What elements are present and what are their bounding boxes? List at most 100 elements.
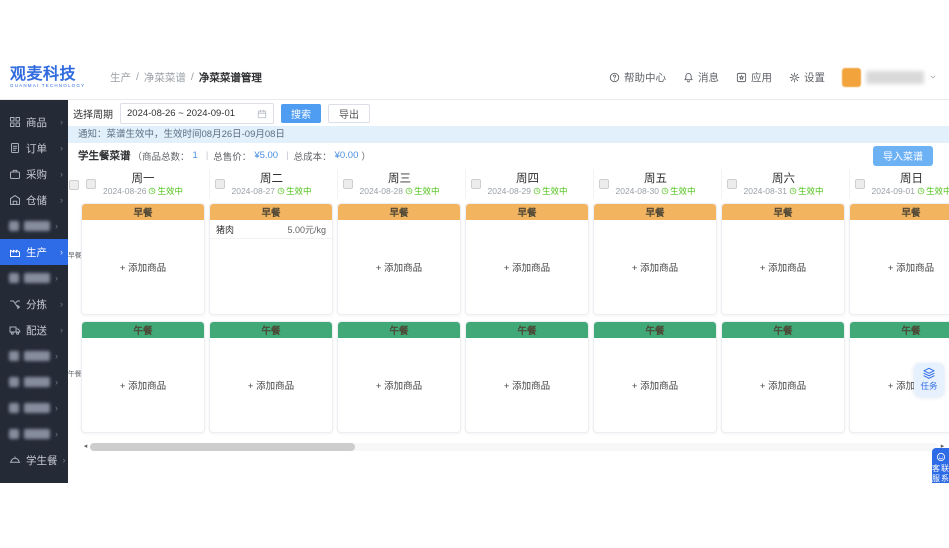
user-name-redacted xyxy=(866,70,924,84)
sidebar-item-redacted[interactable]: › xyxy=(0,265,68,291)
sidebar-item-redacted[interactable]: › xyxy=(0,369,68,395)
redacted-icon xyxy=(9,221,19,231)
add-product-button[interactable]: + 添加商品 xyxy=(631,381,679,392)
topbar-menu-item[interactable]: 消息 xyxy=(683,70,719,85)
redacted-icon xyxy=(9,429,19,439)
purchase-icon xyxy=(9,168,21,180)
sidebar-item-redacted[interactable]: › xyxy=(0,421,68,447)
menu-summary-row: 学生餐菜谱 （商品总数： 1 | 总售价： ¥5.00 | 总成本： ¥0.00） 导入菜谱 xyxy=(68,144,949,167)
topbar-menu-item[interactable]: 设置 xyxy=(789,70,825,85)
avatar[interactable] xyxy=(842,67,861,87)
sidebar-item-订单[interactable]: 订单 › xyxy=(0,135,68,161)
breadcrumb-item[interactable]: 生产 xyxy=(110,71,131,84)
day-checkbox[interactable] xyxy=(471,179,481,189)
breadcrumb-separator: / xyxy=(190,71,194,83)
filter-row: 选择周期 2024-08-26 ~ 2024-09-01 搜索 导出 xyxy=(68,100,949,126)
chevron-right-icon: › xyxy=(60,143,63,153)
scroll-track[interactable] xyxy=(90,443,938,451)
day-checkbox[interactable] xyxy=(343,179,353,189)
day-checkbox[interactable] xyxy=(215,179,225,189)
redacted-label xyxy=(24,377,50,387)
sidebar-item-redacted[interactable]: › xyxy=(0,343,68,369)
select-all-checkbox[interactable] xyxy=(69,180,79,190)
meal-card-header: 早餐 xyxy=(82,204,204,220)
chevron-right-icon: › xyxy=(55,221,58,231)
sidebar-item-label: 配送 xyxy=(26,324,47,337)
add-product-button[interactable]: + 添加商品 xyxy=(887,381,935,392)
logo-title: 观麦科技 xyxy=(10,66,77,83)
breadcrumb-current: 净菜菜谱管理 xyxy=(198,71,262,84)
meal-card: 午餐 + 添加商品 xyxy=(465,321,589,433)
contact-label: 联系客服 xyxy=(932,464,949,483)
import-menu-button[interactable]: 导入菜谱 xyxy=(873,145,933,166)
chevron-right-icon: › xyxy=(60,247,63,257)
add-product-button[interactable]: + 添加商品 xyxy=(375,381,423,392)
meal-band-早餐: 早餐 + 添加商品 早餐 猪肉 5.00元/kg 早餐 + 添加商品 早餐 + 添加商品 早餐 + … xyxy=(81,203,949,315)
add-product-button[interactable]: + 添加商品 xyxy=(759,263,807,274)
day-status: 生效中 xyxy=(661,186,696,196)
meal-card-header: 午餐 xyxy=(466,322,588,338)
user-menu[interactable] xyxy=(842,67,937,87)
sidebar-item-学生餐[interactable]: 学生餐 › xyxy=(0,447,68,473)
add-product-button[interactable]: + 添加商品 xyxy=(247,381,295,392)
sidebar-item-生产[interactable]: 生产 › xyxy=(0,239,68,265)
breadcrumb-item[interactable]: 净菜菜谱 xyxy=(143,71,186,84)
chevron-right-icon: › xyxy=(55,273,58,283)
topbar-right: 帮助中心 消息 应用 设置 xyxy=(609,67,949,87)
add-product-button[interactable]: + 添加商品 xyxy=(759,381,807,392)
horizontal-scrollbar: ◂ ▸ xyxy=(81,442,949,452)
add-product-button[interactable]: + 添加商品 xyxy=(503,381,551,392)
day-checkbox[interactable] xyxy=(855,179,865,189)
sidebar-item-采购[interactable]: 采购 › xyxy=(0,161,68,187)
day-status: 生效中 xyxy=(533,186,568,196)
redacted-label xyxy=(24,403,50,413)
day-checkbox[interactable] xyxy=(727,179,737,189)
scroll-left-arrow[interactable]: ◂ xyxy=(83,443,88,450)
sidebar-item-商品[interactable]: 商品 › xyxy=(0,109,68,135)
paren-close: ） xyxy=(361,151,371,163)
help-icon xyxy=(609,72,620,83)
add-product-button[interactable]: + 添加商品 xyxy=(375,263,423,274)
stat-value: 1 xyxy=(192,150,198,161)
meal-item-row[interactable]: 猪肉 5.00元/kg xyxy=(210,220,332,239)
date-range-input[interactable]: 2024-08-26 ~ 2024-09-01 xyxy=(120,103,274,124)
meal-card-header: 午餐 xyxy=(722,322,844,338)
meal-card-header: 早餐 xyxy=(594,204,716,220)
add-product-button[interactable]: + 添加商品 xyxy=(503,263,551,274)
task-float-button[interactable]: 任务 xyxy=(914,363,944,396)
meal-card: 午餐 + 添加商品 xyxy=(849,321,949,433)
day-title: 周三 xyxy=(388,172,411,185)
breadcrumb-separator: / xyxy=(136,71,139,83)
add-product-button[interactable]: + 添加商品 xyxy=(631,263,679,274)
topbar-menu-label: 帮助中心 xyxy=(624,71,666,84)
sidebar-item-分拣[interactable]: 分拣 › xyxy=(0,291,68,317)
day-checkbox[interactable] xyxy=(599,179,609,189)
stat-separator: | xyxy=(205,150,209,161)
contact-support-tab[interactable]: 联系客服 xyxy=(932,448,949,483)
day-checkbox[interactable] xyxy=(86,179,96,189)
meal-card-header: 午餐 xyxy=(82,322,204,338)
day-date: 2024-08-30 xyxy=(615,185,659,196)
add-product-button[interactable]: + 添加商品 xyxy=(887,263,935,274)
day-subtitle: 2024-09-01 生效中 xyxy=(872,186,949,196)
sidebar-item-仓储[interactable]: 仓储 › xyxy=(0,187,68,213)
sidebar-item-redacted[interactable]: › xyxy=(0,395,68,421)
scroll-right-arrow[interactable]: ▸ xyxy=(940,443,945,450)
search-button[interactable]: 搜索 xyxy=(281,104,321,123)
topbar-menu-item[interactable]: 应用 xyxy=(736,70,772,85)
meal-card: 早餐 + 添加商品 xyxy=(465,203,589,315)
topbar-menu-item[interactable]: 帮助中心 xyxy=(609,70,666,85)
redacted-icon xyxy=(9,273,19,283)
day-date: 2024-08-29 xyxy=(487,185,531,196)
scroll-thumb[interactable] xyxy=(90,443,355,451)
add-product-button[interactable]: + 添加商品 xyxy=(119,381,167,392)
add-product-button[interactable]: + 添加商品 xyxy=(119,263,167,274)
stat-value: ¥5.00 xyxy=(254,150,279,161)
student-meal-icon xyxy=(9,454,21,466)
sidebar-item-配送[interactable]: 配送 › xyxy=(0,317,68,343)
export-button[interactable]: 导出 xyxy=(328,104,370,123)
chevron-down-icon[interactable] xyxy=(929,73,937,81)
sidebar-item-redacted[interactable]: › xyxy=(0,213,68,239)
meal-card-header: 早餐 xyxy=(722,204,844,220)
